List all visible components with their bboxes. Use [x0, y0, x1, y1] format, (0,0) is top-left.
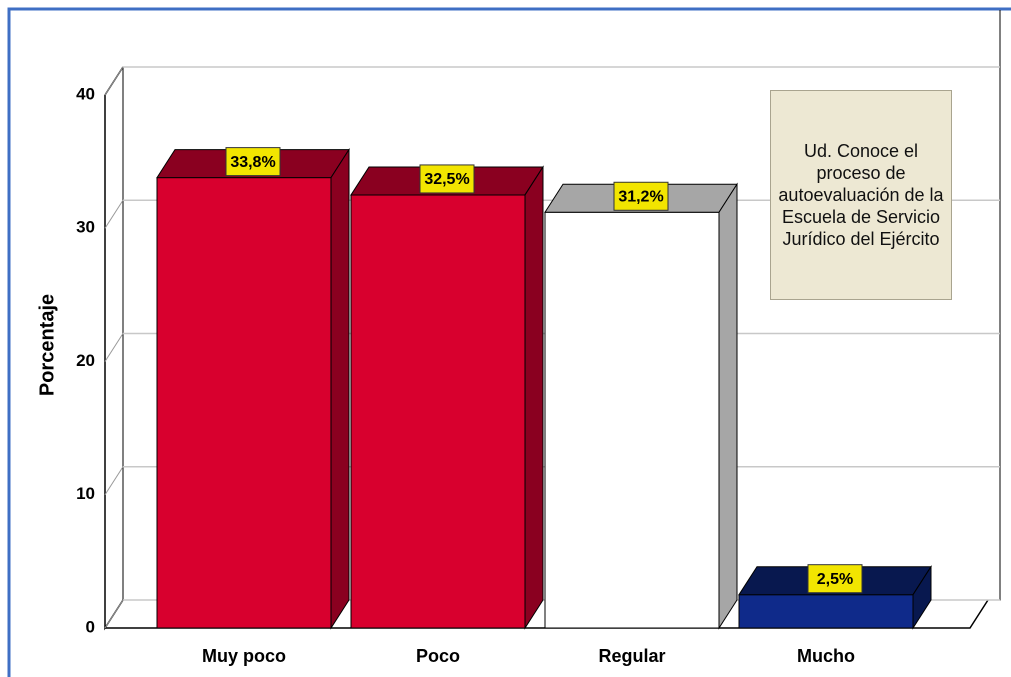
legend: Ud. Conoce el proceso de autoevaluación … — [770, 90, 952, 300]
y-tick-label: 10 — [76, 484, 95, 503]
bar-side — [912, 564, 932, 630]
y-tick-label: 40 — [76, 84, 95, 103]
grid-line-side — [104, 199, 124, 229]
bar-front — [738, 594, 914, 629]
grid-line-side — [104, 333, 124, 362]
data-label: 2,5% — [817, 571, 853, 588]
y-axis-label: Porcentaje — [36, 294, 58, 396]
grid-line-side — [104, 466, 124, 496]
x-tick-label: Poco — [416, 646, 460, 666]
data-label: 31,2% — [618, 188, 663, 205]
data-label: 33,8% — [230, 154, 275, 171]
bar-front — [350, 194, 526, 629]
data-label-box — [419, 164, 475, 194]
grid-line-side — [104, 66, 124, 96]
grid-line-side — [104, 599, 124, 629]
data-label-box — [225, 147, 281, 177]
data-label: 32,5% — [424, 171, 469, 188]
x-tick-label: Mucho — [797, 646, 855, 666]
bar-front — [156, 177, 332, 629]
bar-front — [544, 211, 720, 629]
x-tick-label: Regular — [598, 646, 665, 666]
frame — [7, 7, 1011, 677]
bar-side — [524, 165, 544, 630]
data-label-box — [807, 564, 863, 594]
y-tick-label: 20 — [76, 351, 95, 370]
y-tick-label: 0 — [86, 617, 95, 636]
data-label-box — [613, 181, 669, 211]
y-tick-label: 30 — [76, 218, 95, 237]
bar-side — [330, 147, 350, 630]
x-tick-label: Muy poco — [202, 646, 286, 666]
bar-side — [718, 182, 738, 630]
